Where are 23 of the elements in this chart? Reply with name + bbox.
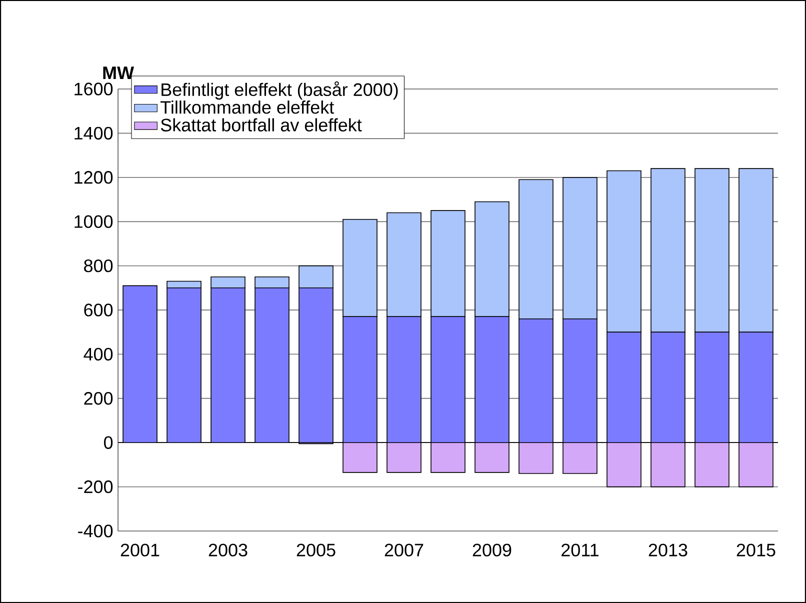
y-tick-label: 1000 (74, 215, 113, 228)
x-tick-label: 2007 (384, 544, 424, 556)
x-tick-label: 2009 (472, 544, 512, 556)
y-tick-label: -400 (78, 524, 113, 538)
x-tick-label: 2003 (208, 544, 248, 556)
x-tick-label: 2001 (120, 544, 160, 556)
y-tick-label: 800 (84, 259, 113, 272)
y-axis-title: MW (103, 66, 134, 79)
y-tick-label: 400 (84, 348, 113, 361)
x-tick-label: 2005 (296, 544, 336, 556)
y-tick-label: -200 (78, 480, 113, 494)
x-tick-label: 2015 (736, 544, 776, 556)
y-tick-label: 200 (84, 392, 113, 405)
y-tick-label: 1600 (74, 82, 113, 96)
legend-label: Skattat bortfall av eleffekt (160, 118, 362, 132)
x-tick-label: 2011 (562, 544, 598, 556)
legend-label: Tillkommande eleffekt (160, 100, 334, 114)
x-tick-label: 2013 (648, 544, 688, 556)
legend-label: Befintligt eleffekt (basår 2000) (162, 81, 398, 100)
y-tick-label: 1400 (74, 126, 113, 140)
y-tick-label: 1200 (74, 171, 113, 184)
y-tick-label: 0 (104, 436, 113, 449)
y-tick-label: 600 (84, 304, 113, 316)
